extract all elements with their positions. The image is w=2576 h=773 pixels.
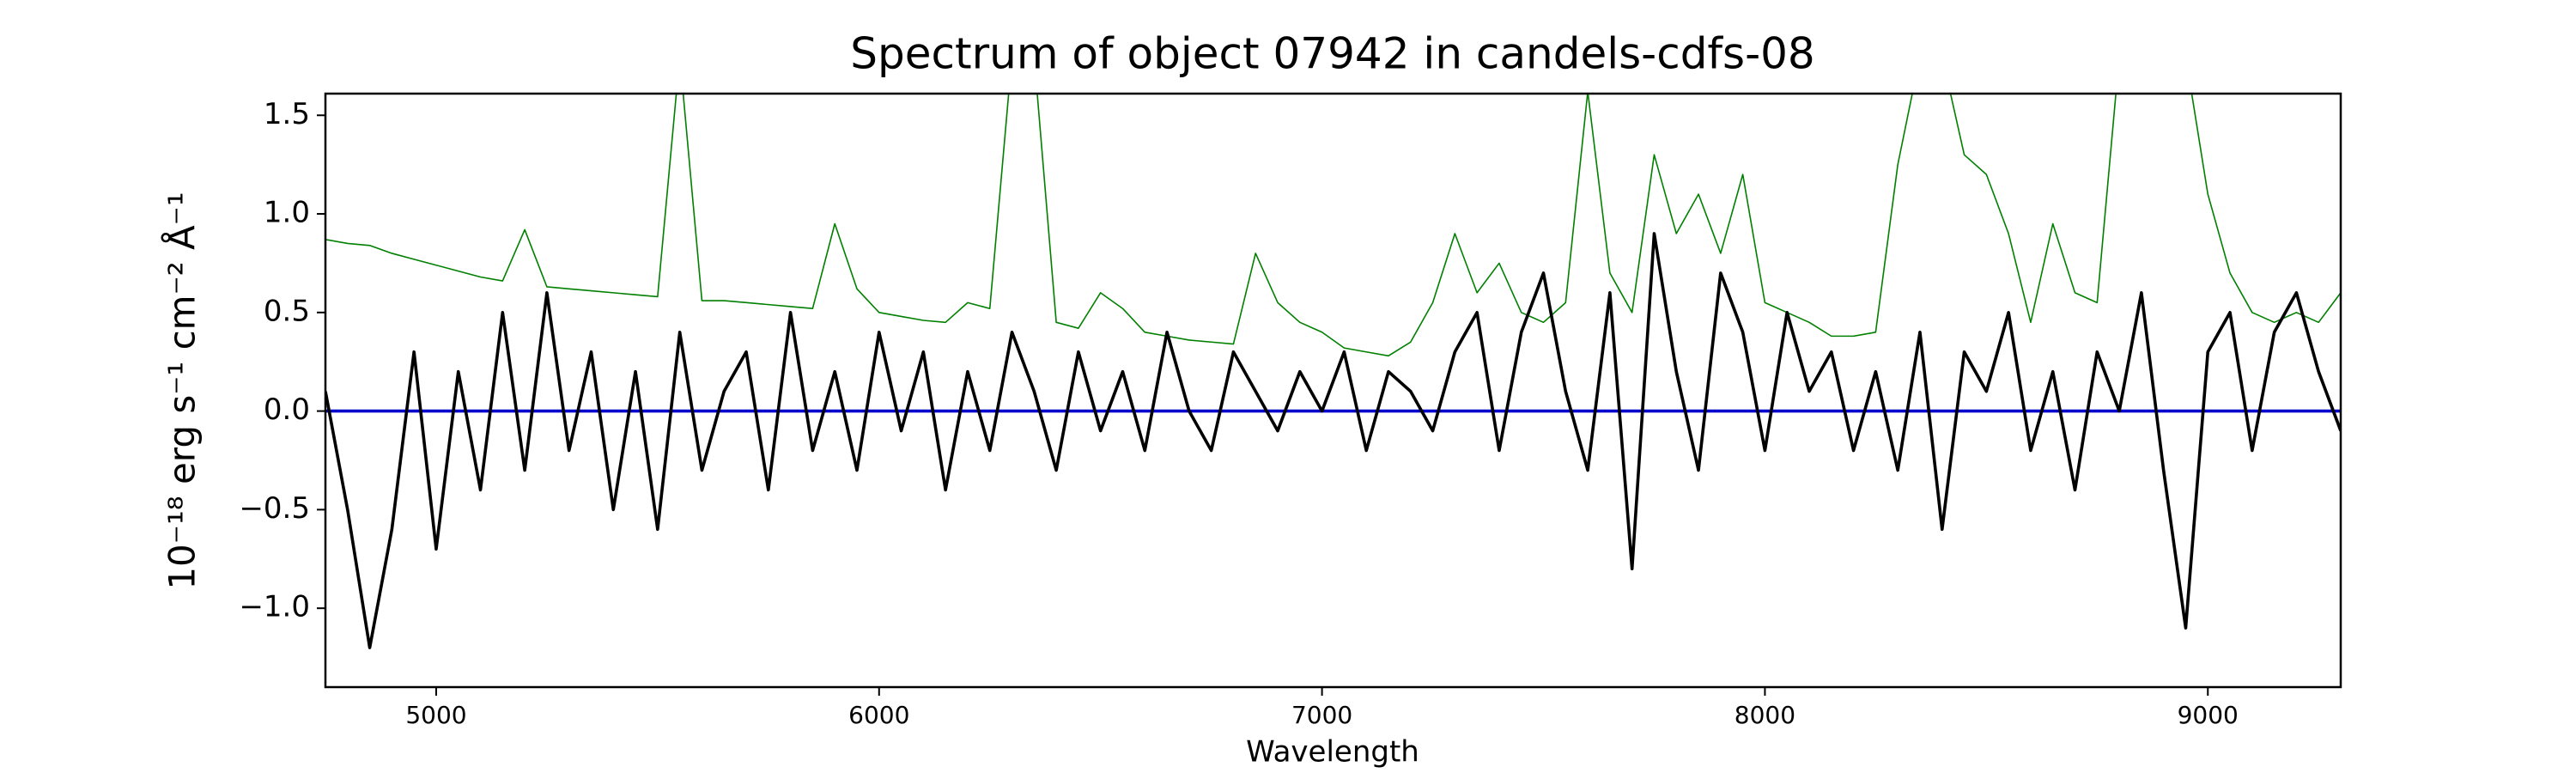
y-tick-label: 1.0 bbox=[264, 196, 310, 230]
chart-title: Spectrum of object 07942 in candels-cdfs… bbox=[850, 29, 1815, 79]
x-tick-label: 9000 bbox=[2178, 701, 2239, 729]
plot-area bbox=[325, 94, 2341, 649]
x-axis-label: Wavelength bbox=[1246, 735, 1419, 770]
y-axis-label: 10⁻¹⁸ erg s⁻¹ cm⁻² Å⁻¹ bbox=[161, 192, 204, 589]
x-tick-label: 6000 bbox=[848, 701, 909, 729]
spectrum-line bbox=[325, 94, 2341, 357]
x-tick-label: 5000 bbox=[405, 701, 466, 729]
y-tick-label: −0.5 bbox=[239, 491, 310, 526]
y-tick-label: 1.5 bbox=[264, 97, 310, 131]
y-tick-label: 0.0 bbox=[264, 393, 310, 427]
spectrum-line bbox=[325, 232, 2341, 649]
y-tick-label: −1.0 bbox=[239, 590, 310, 624]
x-tick-label: 8000 bbox=[1735, 701, 1795, 729]
plot-frame bbox=[324, 92, 2342, 689]
x-tick-label: 7000 bbox=[1291, 701, 1352, 729]
y-tick-label: 0.5 bbox=[264, 294, 310, 328]
